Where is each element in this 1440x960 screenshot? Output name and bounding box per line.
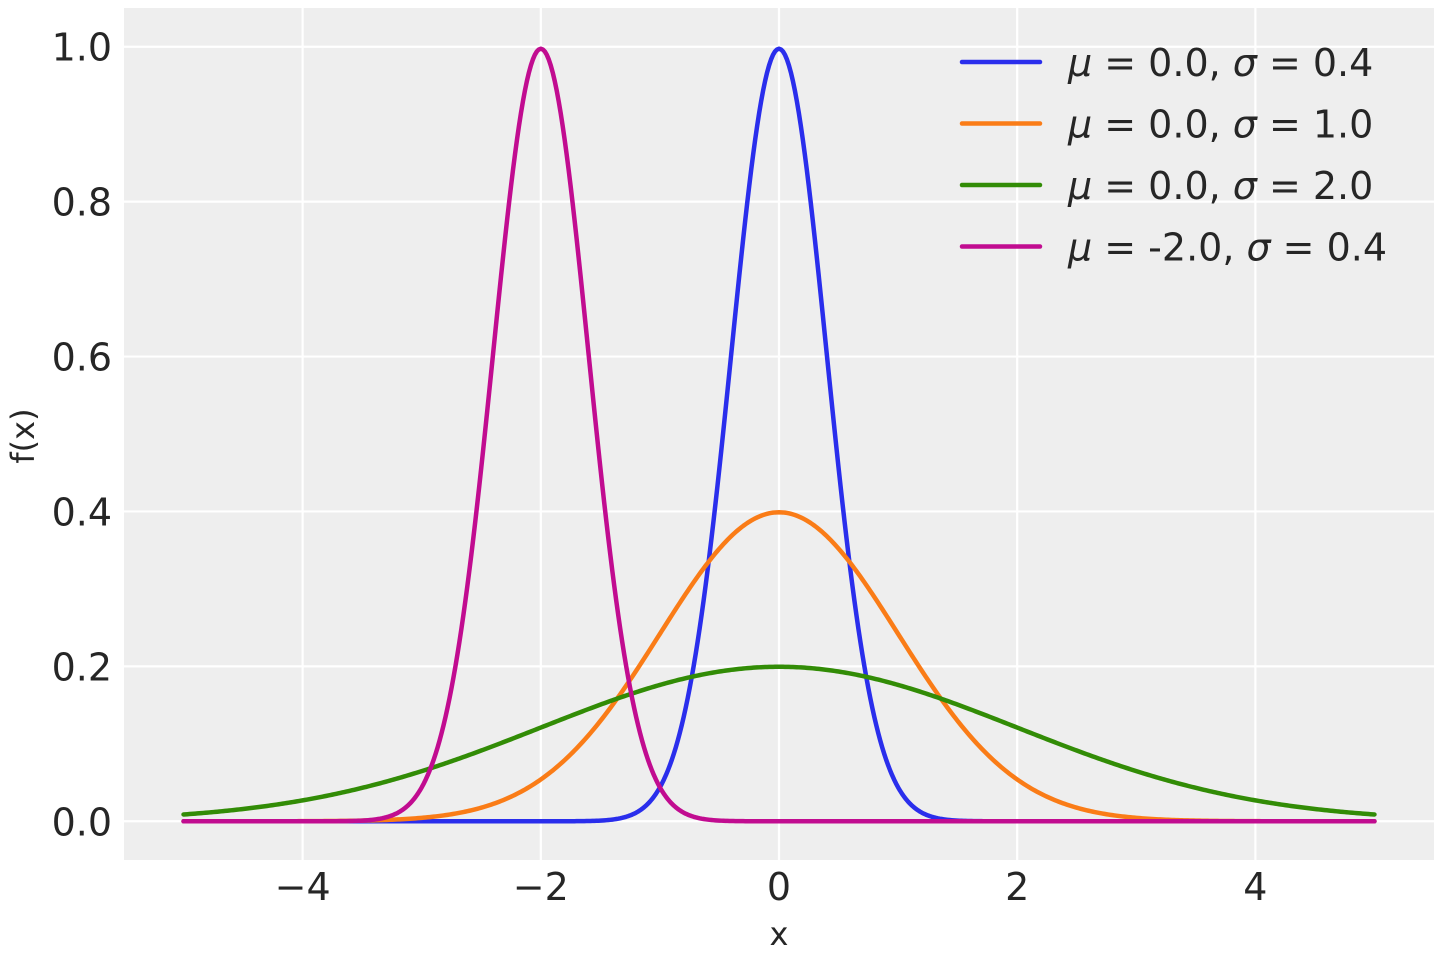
legend-label-part: σ [1233,164,1259,208]
y-axis-label: f(x) [4,408,42,463]
series-line-3 [181,664,1377,817]
x-tick-label: −4 [275,865,331,909]
x-axis-label: x [770,915,789,953]
legend-label-part: = 0.4 [1257,41,1373,85]
x-tick-label: −2 [513,865,569,909]
x-tick-label: 2 [1005,865,1029,909]
legend-label-part: μ [1067,103,1092,147]
y-tick-label: 0.8 [52,181,112,225]
legend-item: μ = 0.0, σ = 2.0 [959,164,1373,208]
legend-label-part: μ [1067,164,1092,208]
legend-item: μ = 0.0, σ = 0.4 [959,41,1373,85]
y-tick-label: 1.0 [52,26,112,70]
legend-label-part: σ [1233,41,1259,85]
series-line-4 [181,46,1377,824]
y-tick-label: 0.0 [52,800,112,844]
legend-label-part: μ [1067,226,1092,270]
y-tick-label: 0.6 [52,336,112,380]
legend-label-part: σ [1233,103,1259,147]
legend-label-part: = -2.0, [1092,226,1246,270]
legend-label-part: = 0.4 [1271,226,1387,270]
legend-label-part: σ [1247,226,1273,270]
legend-label: μ = -2.0, σ = 0.4 [1067,226,1387,270]
legend-label-part: = 2.0 [1257,164,1373,208]
x-tick-label: 0 [767,865,791,909]
legend-label-part: = 0.0, [1092,41,1233,85]
legend-label-part: = 1.0 [1257,103,1373,147]
legend: μ = 0.0, σ = 0.4μ = 0.0, σ = 1.0μ = 0.0,… [959,41,1387,270]
x-tick-label: 4 [1243,865,1267,909]
x-tick-labels: −4 −2 0 2 4 [275,865,1268,909]
series-lines [181,46,1377,824]
legend-label-part: = 0.0, [1092,103,1233,147]
y-tick-label: 0.2 [52,645,112,689]
legend-item: μ = -2.0, σ = 0.4 [959,226,1387,270]
legend-item: μ = 0.0, σ = 1.0 [959,103,1373,147]
legend-label: μ = 0.0, σ = 2.0 [1067,164,1373,208]
y-tick-label: 0.4 [52,490,112,534]
legend-label-part: = 0.0, [1092,164,1233,208]
legend-label: μ = 0.0, σ = 0.4 [1067,41,1373,85]
y-tick-labels: 0.0 0.2 0.4 0.6 0.8 1.0 [52,26,112,845]
legend-label-part: μ [1067,41,1092,85]
legend-label: μ = 0.0, σ = 1.0 [1067,103,1373,147]
